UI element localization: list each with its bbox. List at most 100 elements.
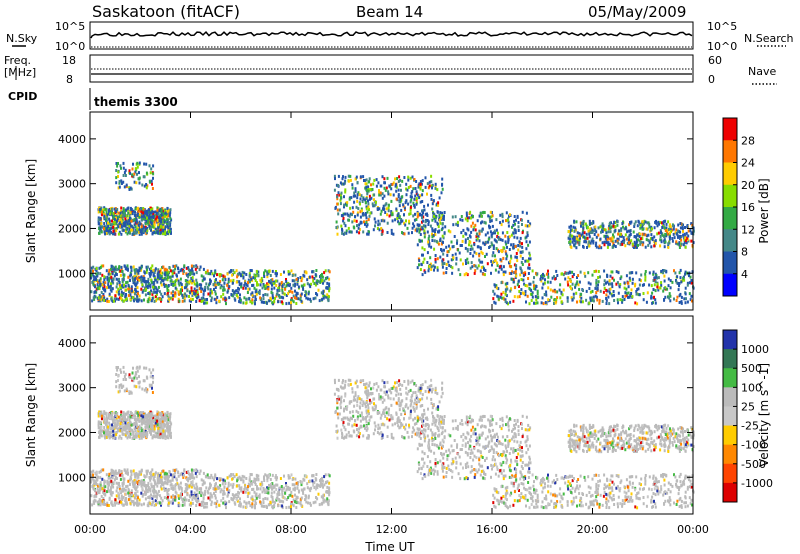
power-point (337, 184, 339, 187)
power-point (614, 239, 617, 243)
power-point (625, 294, 628, 297)
velocity-point (120, 436, 123, 440)
power-point (221, 278, 224, 282)
power-point (464, 240, 467, 244)
power-point (588, 232, 591, 236)
power-point (131, 226, 134, 230)
power-point (509, 259, 512, 263)
power-point (118, 221, 121, 225)
power-point (357, 191, 360, 195)
velocity-point (128, 418, 131, 422)
power-point (216, 281, 219, 285)
power-point (161, 278, 164, 282)
power-point (305, 290, 308, 294)
power-point (198, 287, 201, 291)
power-point (477, 264, 480, 268)
power-point (130, 269, 133, 273)
velocity-point (103, 412, 106, 415)
power-point (98, 279, 101, 283)
power-point (164, 228, 166, 232)
power-point (145, 280, 148, 284)
velocity-point (130, 432, 132, 436)
power-point (215, 283, 218, 287)
power-point (103, 285, 106, 289)
power-point (103, 278, 106, 281)
power-point (660, 281, 663, 285)
velocity-point (176, 482, 179, 486)
velocity-point (99, 503, 102, 507)
power-point (492, 247, 495, 250)
power-point (397, 212, 400, 216)
power-point (478, 254, 481, 258)
power-point (407, 178, 410, 182)
power-point (594, 225, 597, 229)
power-point (481, 227, 484, 231)
power-point (311, 270, 314, 274)
power-point (648, 239, 651, 243)
power-point (143, 162, 146, 166)
power-point (279, 273, 282, 276)
power-point (143, 276, 146, 280)
power-point (405, 182, 408, 186)
power-point (204, 301, 207, 305)
power-point (680, 295, 683, 299)
power-point (690, 281, 693, 285)
power-point (566, 299, 569, 303)
power-point (490, 233, 493, 237)
power-point (354, 187, 357, 191)
power-point (561, 293, 564, 297)
power-point (627, 229, 630, 233)
power-point (151, 296, 154, 300)
power-point (431, 218, 434, 222)
power-point (135, 231, 137, 235)
power-point (378, 228, 381, 232)
power-point (200, 290, 203, 293)
power-point (628, 241, 630, 245)
power-point (558, 288, 561, 292)
power-point (274, 271, 277, 275)
power-point (569, 228, 572, 232)
power-point (125, 293, 127, 296)
power-point (570, 286, 573, 290)
power-point (163, 212, 166, 216)
power-point (469, 266, 472, 270)
power-point (209, 288, 212, 292)
power-point (290, 298, 292, 302)
power-point (590, 239, 593, 243)
velocity-point (138, 434, 141, 438)
power-point (392, 232, 395, 236)
power-point (572, 296, 575, 300)
power-point (256, 271, 259, 275)
power-point (122, 224, 125, 228)
power-point (285, 302, 288, 306)
power-point (160, 208, 163, 212)
power-point (113, 274, 116, 278)
power-point (418, 238, 421, 242)
power-point (648, 271, 651, 275)
nave-label: Nave (748, 65, 776, 78)
power-point (285, 284, 288, 288)
power-point (401, 179, 404, 183)
power-point (639, 223, 642, 227)
power-point (250, 269, 253, 273)
power-point (600, 224, 603, 228)
velocity-point (121, 422, 124, 426)
power-point (486, 240, 489, 244)
power-point (592, 220, 595, 224)
power-point (367, 199, 369, 203)
power-point (179, 277, 182, 281)
power-point (178, 292, 181, 296)
velocity-point (142, 433, 145, 437)
power-point (143, 211, 146, 215)
power-point (417, 185, 420, 189)
power-point (534, 295, 537, 299)
power-point (200, 274, 203, 278)
power-point (112, 299, 115, 303)
power-point (258, 291, 260, 294)
power-point (162, 265, 165, 269)
power-point (273, 286, 276, 290)
power-point (121, 215, 124, 219)
power-point (434, 216, 437, 220)
power-point (678, 282, 681, 285)
power-point (608, 226, 611, 230)
